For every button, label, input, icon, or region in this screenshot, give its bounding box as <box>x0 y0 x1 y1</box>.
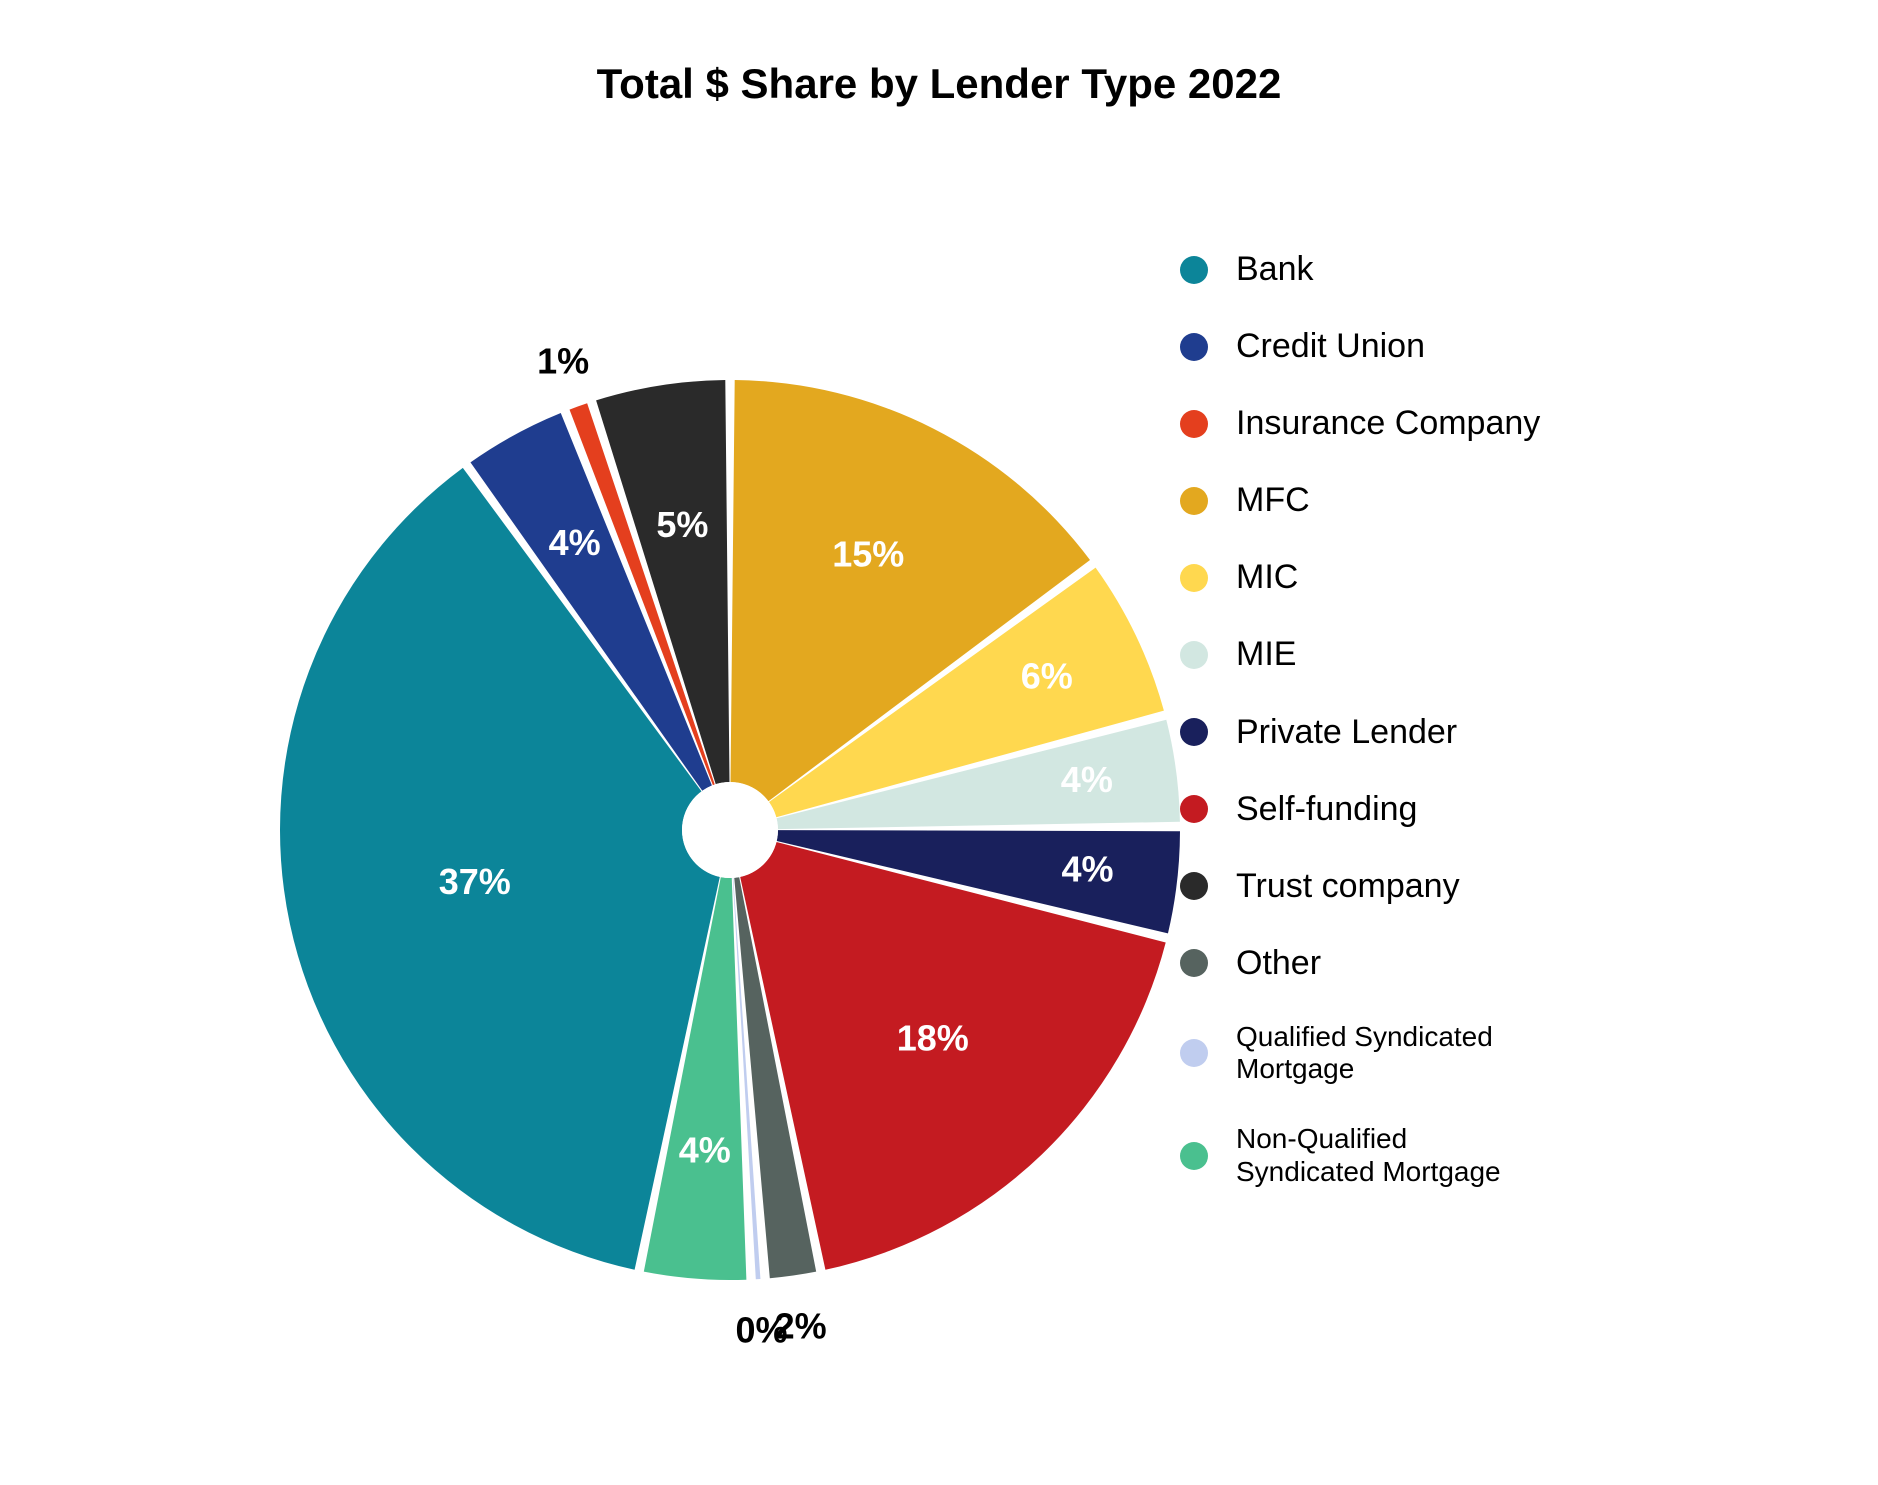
pie-center-hole <box>682 782 778 878</box>
pie-slice-label: 4% <box>679 1130 731 1171</box>
pie-chart: 15%6%4%4%18%2%0%4%37%4%1%5% <box>160 260 1300 1405</box>
legend-swatch <box>1180 795 1208 823</box>
legend-label: Trust company <box>1236 867 1460 906</box>
legend: Bank Credit Union Insurance Company MFC MIC M… <box>1180 250 1540 1188</box>
legend-item: Other <box>1180 944 1540 983</box>
legend-label: Non-QualifiedSyndicated Mortgage <box>1236 1123 1501 1187</box>
legend-swatch <box>1180 564 1208 592</box>
chart-container: Total $ Share by Lender Type 2022 15% 6% 4… <box>0 0 1878 1485</box>
legend-swatch <box>1180 487 1208 515</box>
legend-item: Self-funding <box>1180 790 1540 829</box>
legend-item: Qualified SyndicatedMortgage <box>1180 1021 1540 1085</box>
legend-swatch <box>1180 410 1208 438</box>
legend-item: Private Lender <box>1180 713 1540 752</box>
pie-slice-label: 37% <box>439 861 511 902</box>
legend-swatch <box>1180 641 1208 669</box>
legend-label: Other <box>1236 944 1321 983</box>
legend-swatch <box>1180 718 1208 746</box>
pie-svg: 15%6%4%4%18%2%0%4%37%4%1%5% <box>160 260 1300 1400</box>
pie-slice-label: 0% <box>735 1310 787 1351</box>
legend-label: MIC <box>1236 558 1298 597</box>
legend-swatch <box>1180 949 1208 977</box>
pie-slice-label: 4% <box>1062 849 1114 890</box>
legend-item: Credit Union <box>1180 327 1540 366</box>
legend-swatch <box>1180 1039 1208 1067</box>
legend-label: MFC <box>1236 481 1310 520</box>
chart-title: Total $ Share by Lender Type 2022 <box>0 60 1878 108</box>
legend-label: Self-funding <box>1236 790 1417 829</box>
legend-item: Insurance Company <box>1180 404 1540 443</box>
legend-item: MFC <box>1180 481 1540 520</box>
pie-slice-label: 4% <box>1061 759 1113 800</box>
pie-slice-label: 4% <box>549 522 601 563</box>
legend-item: Bank <box>1180 250 1540 289</box>
pie-slice-label: 15% <box>832 534 904 575</box>
legend-item: MIE <box>1180 635 1540 674</box>
legend-swatch <box>1180 1142 1208 1170</box>
legend-item: Trust company <box>1180 867 1540 906</box>
legend-label: Insurance Company <box>1236 404 1540 443</box>
legend-label: Qualified SyndicatedMortgage <box>1236 1021 1493 1085</box>
legend-swatch <box>1180 256 1208 284</box>
legend-label: MIE <box>1236 635 1296 674</box>
pie-slice-label: 1% <box>537 340 589 381</box>
pie-slice-label: 18% <box>897 1017 969 1058</box>
pie-slice-label: 5% <box>656 504 708 545</box>
legend-swatch <box>1180 333 1208 361</box>
legend-item: MIC <box>1180 558 1540 597</box>
legend-item: Non-QualifiedSyndicated Mortgage <box>1180 1123 1540 1187</box>
legend-label: Private Lender <box>1236 713 1457 752</box>
legend-label: Bank <box>1236 250 1314 289</box>
legend-label: Credit Union <box>1236 327 1425 366</box>
legend-swatch <box>1180 872 1208 900</box>
pie-slice-label: 6% <box>1021 655 1073 696</box>
